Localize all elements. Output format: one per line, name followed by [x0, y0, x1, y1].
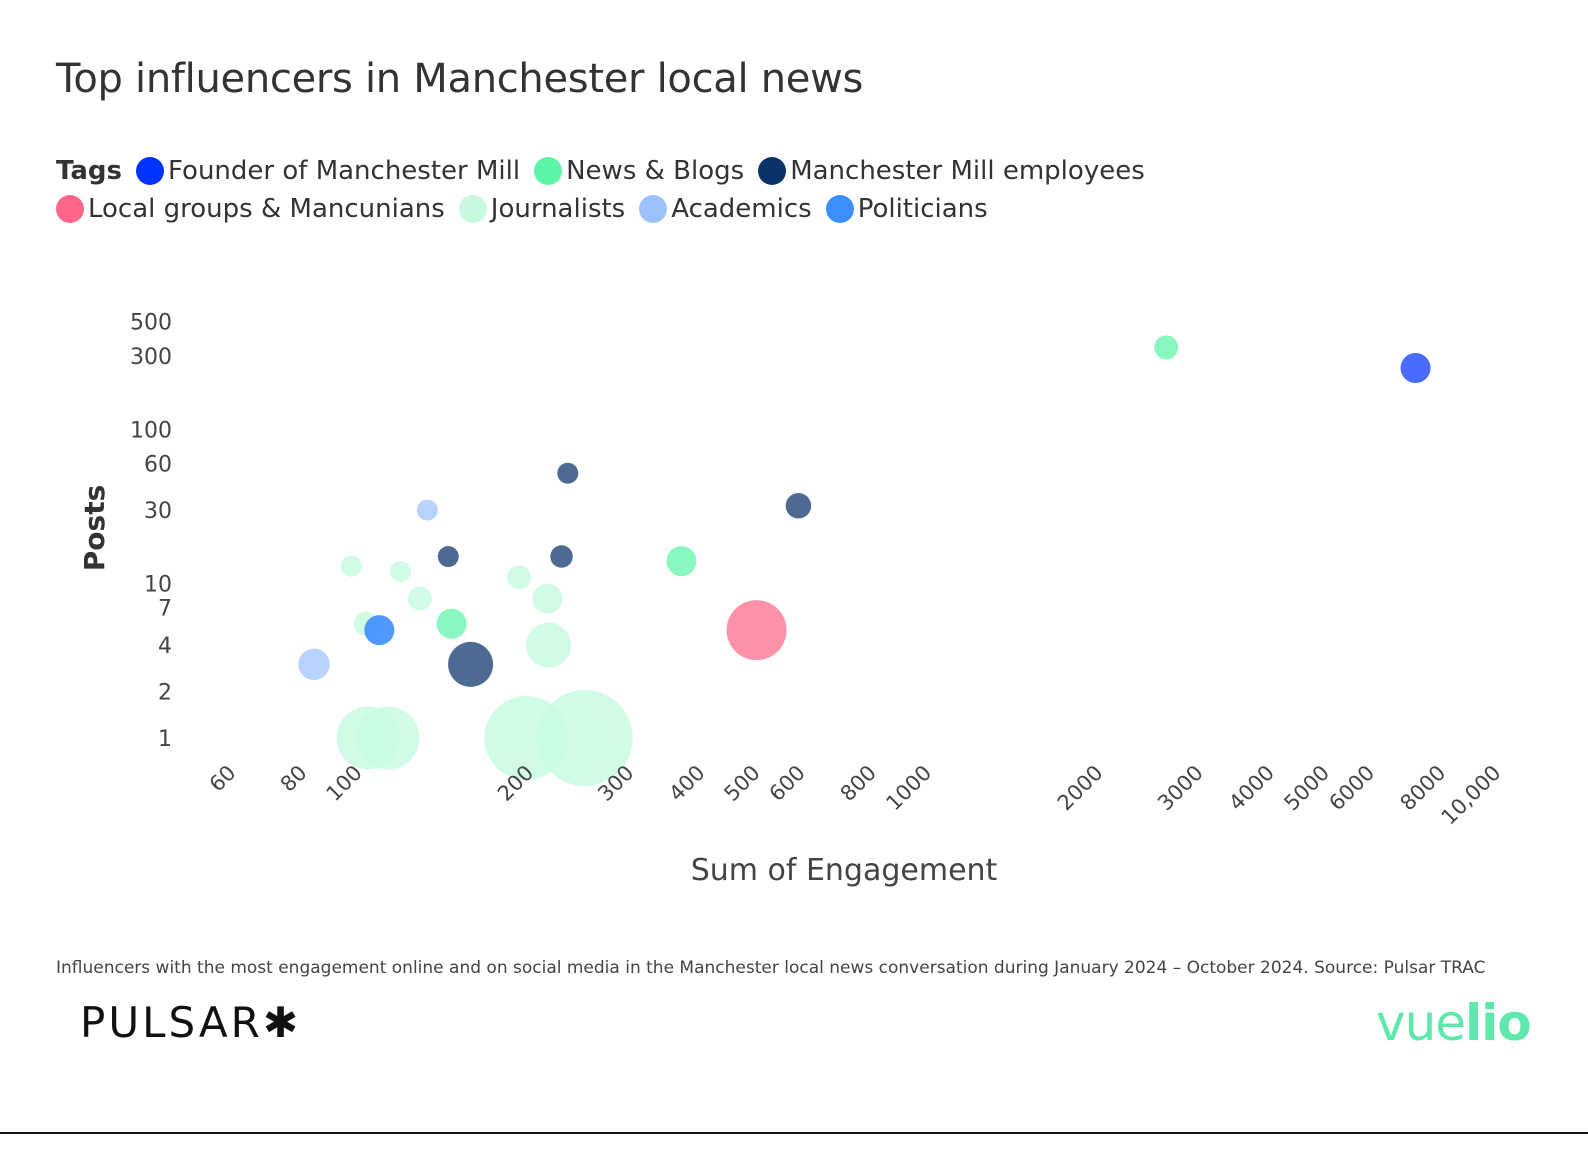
x-axis-label: Sum of Engagement: [691, 853, 998, 888]
y-tick-label: 100: [130, 418, 172, 443]
y-tick-label: 30: [144, 499, 172, 524]
x-tick-label: 2000: [1053, 761, 1108, 816]
legend-item-label: Politicians: [857, 194, 988, 224]
y-tick-label: 60: [144, 453, 172, 478]
vuelio-logo: vuelio: [1376, 994, 1532, 1052]
bubble-2-4[interactable]: [448, 641, 494, 687]
bubble-4-10[interactable]: [536, 690, 633, 786]
x-tick-label: 400: [664, 761, 709, 806]
legend-item-politicians[interactable]: Politicians: [825, 190, 988, 228]
legend-swatch: [534, 157, 563, 185]
bubble-4-8[interactable]: [356, 706, 420, 770]
legend-item-label: Local groups & Mancunians: [88, 194, 445, 224]
bubble-1-0[interactable]: [1154, 335, 1179, 360]
x-tick-label: 60: [205, 761, 241, 797]
vuelio-logo-bold: lio: [1465, 994, 1532, 1052]
bubble-4-2[interactable]: [506, 565, 531, 590]
legend-item-academics[interactable]: Academics: [639, 190, 812, 228]
legend-title: Tags: [56, 156, 123, 186]
bubble-2-3[interactable]: [550, 545, 573, 568]
x-tick-label: 10,000: [1437, 761, 1506, 830]
y-axis-label: Posts: [78, 485, 111, 571]
y-tick-label: 500: [130, 311, 172, 336]
legend: Tags Founder of Manchester Mill News & B…: [56, 152, 1256, 228]
footnote: Influencers with the most engagement onl…: [56, 958, 1486, 978]
legend-swatch: [758, 157, 787, 185]
legend-item-mill-employees[interactable]: Manchester Mill employees: [758, 152, 1145, 190]
bubble-4-4[interactable]: [532, 583, 563, 614]
chart-title: Top influencers in Manchester local news: [56, 56, 864, 102]
bubble-2-2[interactable]: [437, 546, 459, 568]
legend-item-news-blogs[interactable]: News & Blogs: [534, 152, 744, 190]
x-axis-ticks: 60 80 100 200 300 400 500 600 800 1000 2000 3000 400…: [205, 761, 1506, 830]
legend-item-label: Journalists: [490, 194, 626, 224]
legend-item-label: Academics: [671, 194, 812, 224]
bubble-2-0[interactable]: [557, 462, 579, 484]
y-axis-ticks: 1 2 4 710 30 60 100 300 500: [130, 311, 172, 752]
bubble-5-0[interactable]: [416, 499, 438, 521]
bubble-4-1[interactable]: [389, 560, 411, 582]
legend-swatch: [56, 195, 84, 223]
bubble-5-1[interactable]: [298, 648, 330, 681]
legend-swatch: [136, 157, 165, 185]
bubble-6-0[interactable]: [364, 615, 395, 646]
legend-swatch: [639, 195, 668, 223]
legend-item-journalists[interactable]: Journalists: [458, 190, 626, 228]
x-tick-label: 800: [836, 761, 881, 806]
bottom-rule: [0, 1132, 1588, 1134]
x-tick-label: 5000: [1279, 761, 1334, 816]
legend-swatch: [458, 195, 487, 223]
legend-item-local-groups[interactable]: Local groups & Mancunians: [56, 190, 445, 228]
legend-row-1: Tags Founder of Manchester Mill News & B…: [56, 152, 1256, 190]
pulsar-logo: PULSAR✱: [80, 998, 302, 1047]
y-tick-label: 4: [158, 634, 172, 659]
legend-item-founder[interactable]: Founder of Manchester Mill: [136, 152, 520, 190]
x-tick-label: 4000: [1224, 761, 1279, 816]
legend-item-label: News & Blogs: [566, 156, 745, 186]
bubble-2-1[interactable]: [785, 493, 812, 519]
vuelio-logo-light: vue: [1376, 994, 1466, 1052]
x-tick-label: 3000: [1153, 761, 1208, 816]
bubble-1-1[interactable]: [666, 546, 697, 577]
y-tick-label: 10: [144, 573, 172, 598]
bubble-1-2[interactable]: [436, 608, 467, 639]
x-tick-label: 500: [719, 761, 764, 806]
legend-row-2: Local groups & Mancunians Journalists Ac…: [56, 190, 1256, 228]
y-tick-label: 300: [130, 345, 172, 370]
y-tick-label: 7: [158, 597, 172, 622]
legend-item-label: Manchester Mill employees: [790, 156, 1145, 186]
bubble-4-0[interactable]: [340, 555, 362, 577]
bubble-0-0[interactable]: [1400, 352, 1431, 383]
x-tick-label: 6000: [1324, 761, 1379, 816]
legend-item-label: Founder of Manchester Mill: [168, 156, 521, 186]
y-tick-label: 1: [158, 727, 172, 752]
bubble-4-3[interactable]: [407, 586, 432, 611]
bubble-layer: [298, 335, 1431, 786]
x-tick-label: 80: [276, 761, 312, 797]
bubble-3-0[interactable]: [726, 600, 787, 661]
y-tick-label: 2: [158, 681, 172, 706]
legend-swatch: [825, 195, 854, 223]
x-tick-label: 600: [765, 761, 810, 806]
bubble-4-6[interactable]: [526, 622, 572, 668]
x-tick-label: 1000: [881, 761, 936, 816]
